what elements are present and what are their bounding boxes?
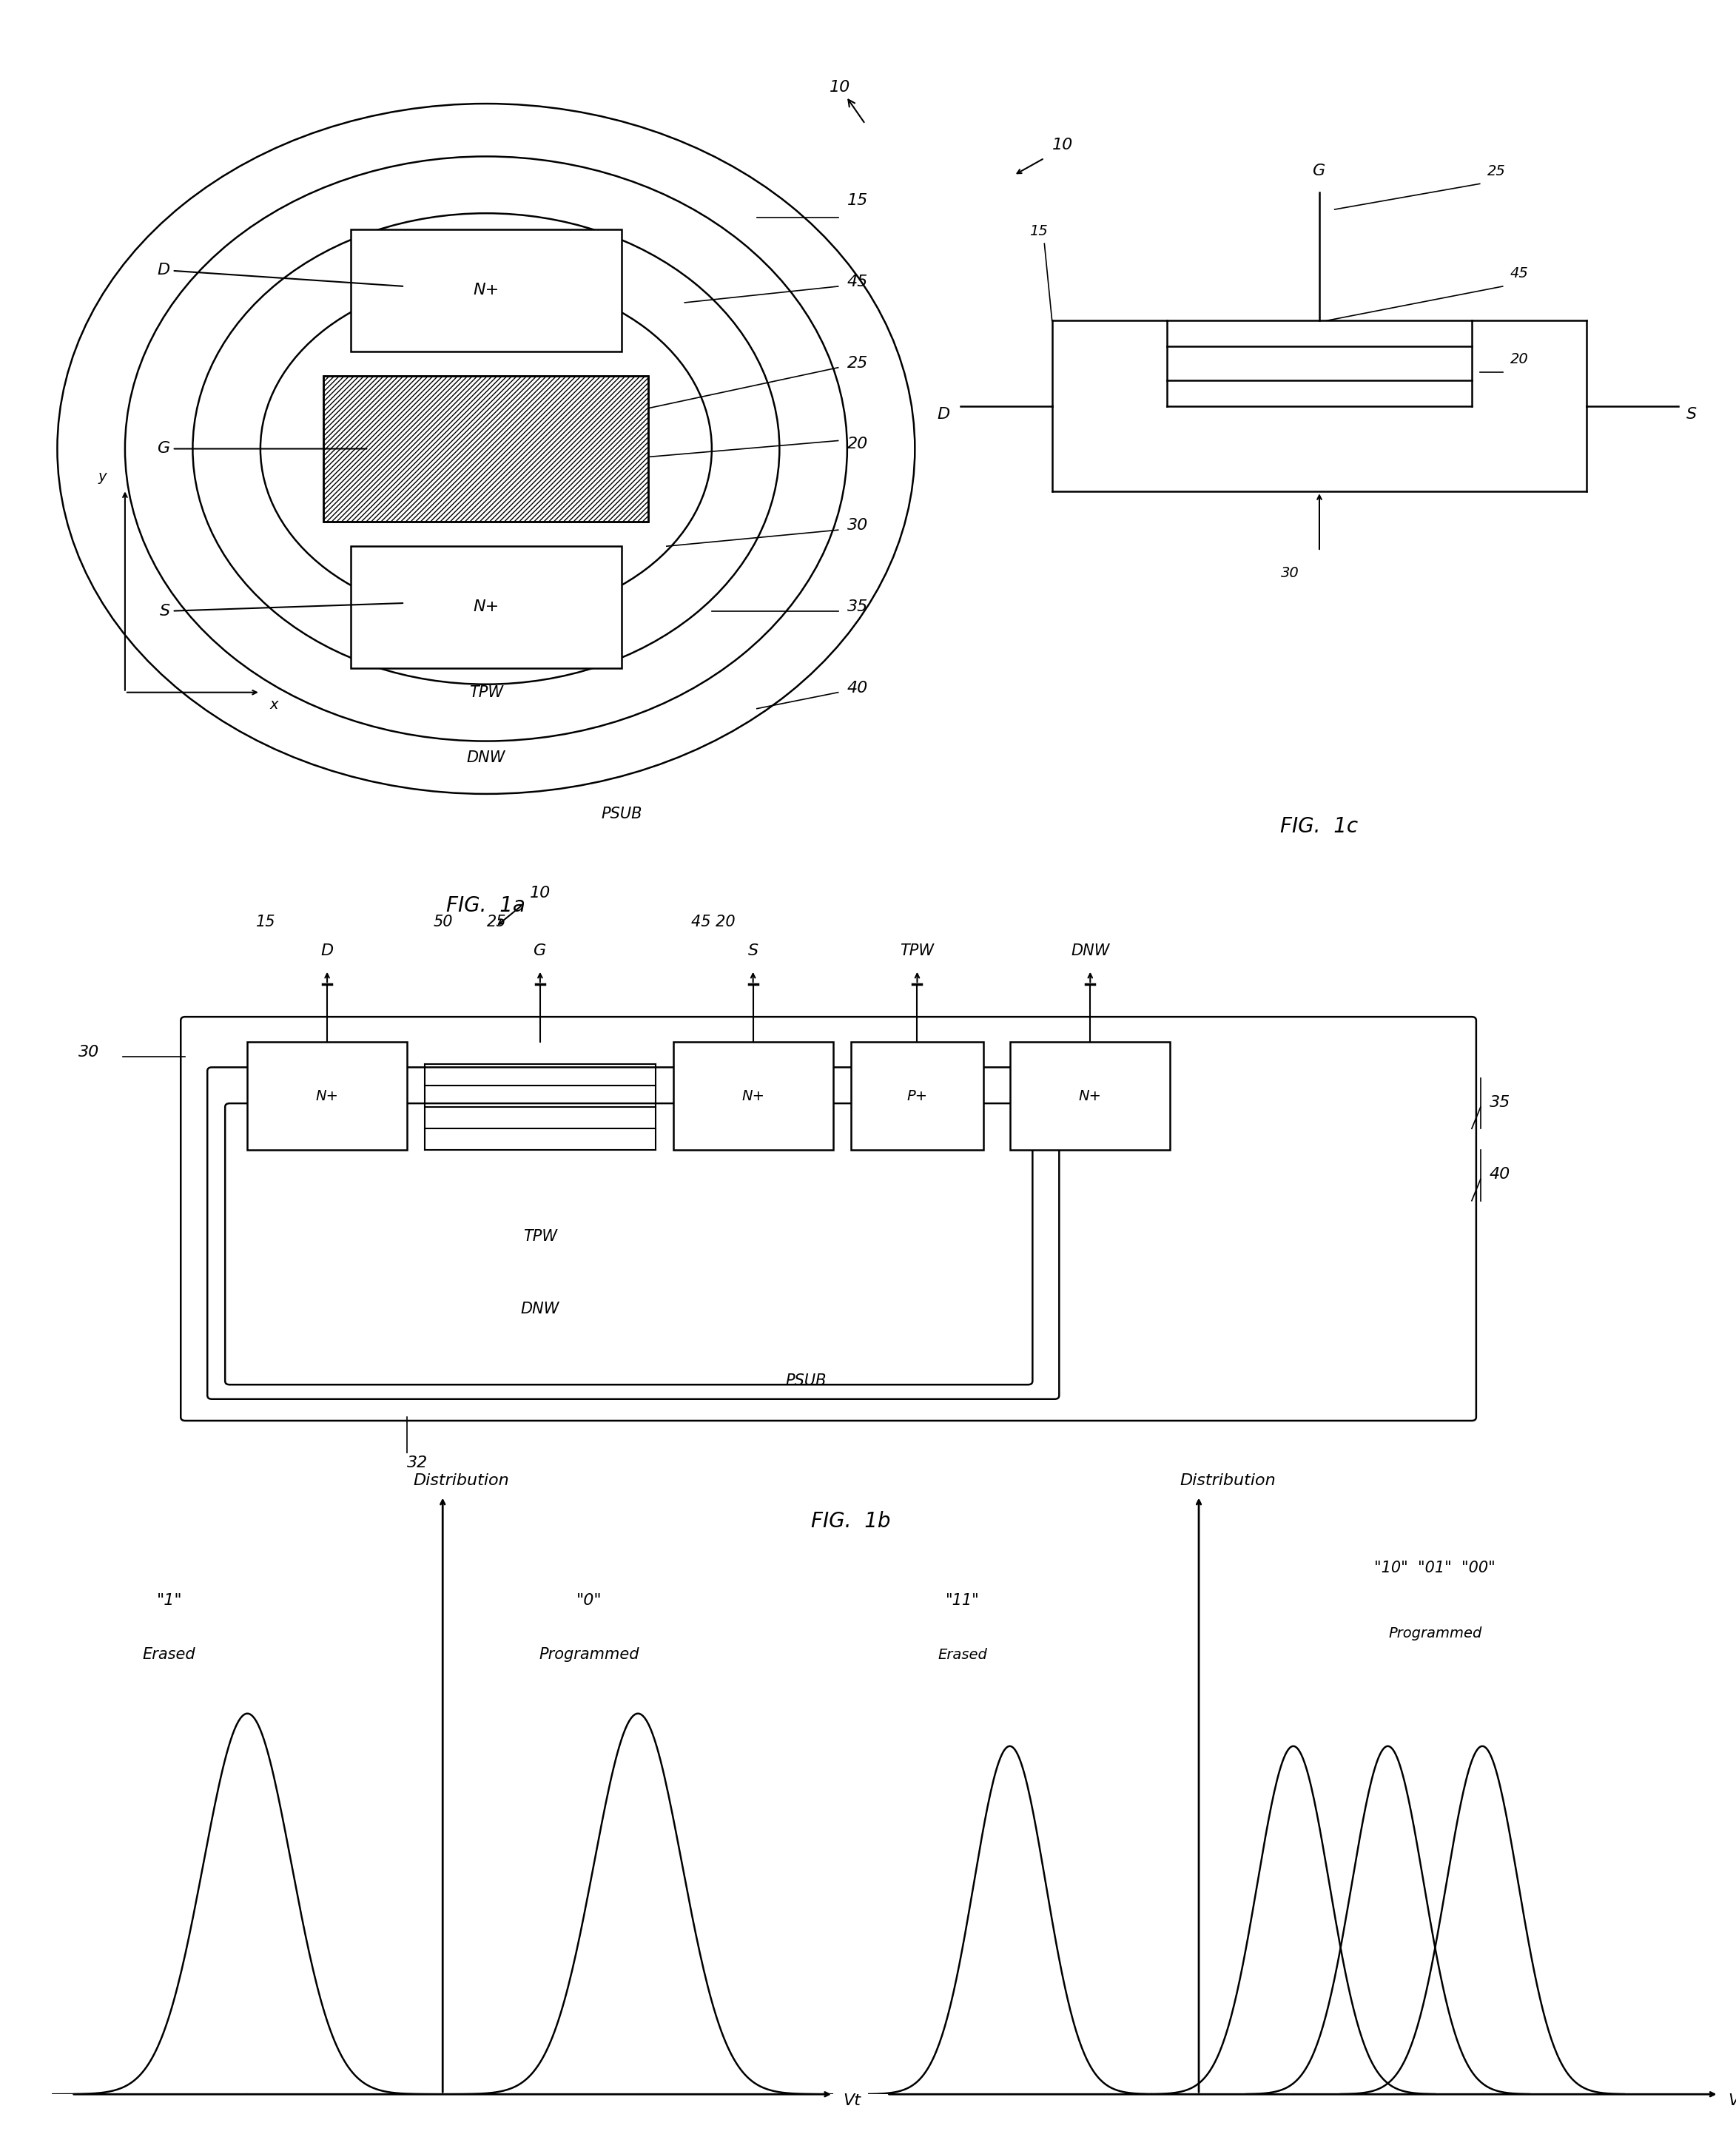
Text: N+: N+ [741,1090,764,1103]
Text: 30: 30 [847,517,868,532]
Text: 45: 45 [847,274,868,288]
Text: N+: N+ [472,282,500,297]
Text: y: y [97,470,106,485]
FancyBboxPatch shape [181,1017,1476,1421]
Text: 30: 30 [78,1045,99,1060]
Text: 10: 10 [529,887,550,902]
Text: TPW: TPW [469,686,503,699]
Text: FIG.  1b: FIG. 1b [811,1511,891,1532]
Text: FIG.  1a: FIG. 1a [446,895,526,917]
FancyBboxPatch shape [207,1066,1059,1400]
Text: "1": "1" [156,1592,182,1607]
Text: G: G [1312,162,1326,177]
Text: 10: 10 [830,79,865,122]
Text: 32: 32 [406,1455,427,1470]
Text: Vt: Vt [844,2094,861,2107]
Text: S: S [160,603,403,618]
Text: 10: 10 [1052,137,1073,152]
Text: 25: 25 [486,915,507,930]
Text: D: D [321,945,333,960]
Text: x: x [269,697,278,712]
Text: 25: 25 [847,355,868,370]
Text: 15: 15 [847,192,868,207]
Text: FIG.  1c: FIG. 1c [1281,816,1358,838]
Text: S: S [748,945,759,960]
Text: 20: 20 [1510,353,1529,365]
Text: "0": "0" [576,1592,602,1607]
Text: 35: 35 [1489,1094,1510,1109]
Text: "10"  "01"  "00": "10" "01" "00" [1375,1560,1496,1575]
Text: Distribution: Distribution [413,1472,509,1487]
Text: 40: 40 [1489,1167,1510,1182]
FancyBboxPatch shape [851,1043,984,1150]
Text: Distribution: Distribution [1180,1472,1276,1487]
FancyBboxPatch shape [674,1043,833,1150]
Text: TPW: TPW [523,1229,557,1244]
Text: 30: 30 [1281,566,1300,579]
FancyBboxPatch shape [323,376,649,521]
FancyBboxPatch shape [226,1103,1033,1385]
Text: 20: 20 [847,436,868,451]
Text: S: S [1686,408,1696,421]
Text: DNW: DNW [1071,945,1109,960]
Text: 15: 15 [1029,224,1047,237]
Text: N+: N+ [1078,1090,1102,1103]
Text: P+: P+ [906,1090,927,1103]
FancyBboxPatch shape [351,547,621,669]
Text: 15: 15 [257,915,276,930]
Text: Vt: Vt [1727,2094,1736,2107]
Text: Programmed: Programmed [1389,1626,1483,1641]
Text: G: G [533,945,547,960]
Text: 25: 25 [1488,165,1505,177]
FancyBboxPatch shape [351,229,621,350]
Text: 35: 35 [847,598,868,613]
Text: D: D [158,263,403,286]
Text: PSUB: PSUB [601,808,642,821]
Text: PSUB: PSUB [786,1374,826,1389]
FancyBboxPatch shape [1010,1043,1170,1150]
Text: N+: N+ [316,1090,339,1103]
Text: Erased: Erased [937,1648,988,1663]
Text: 40: 40 [847,680,868,695]
FancyBboxPatch shape [247,1043,406,1150]
Text: DNW: DNW [467,750,505,765]
Text: 45: 45 [1510,267,1529,280]
Text: 50: 50 [434,915,453,930]
Text: DNW: DNW [521,1301,559,1316]
Text: "11": "11" [946,1592,979,1607]
Text: N+: N+ [472,600,500,615]
Text: 45 20: 45 20 [691,915,734,930]
Text: Erased: Erased [142,1648,196,1663]
Text: TPW: TPW [901,945,934,960]
Text: Programmed: Programmed [538,1648,639,1663]
Text: D: D [937,408,950,421]
Text: G: G [158,442,366,455]
